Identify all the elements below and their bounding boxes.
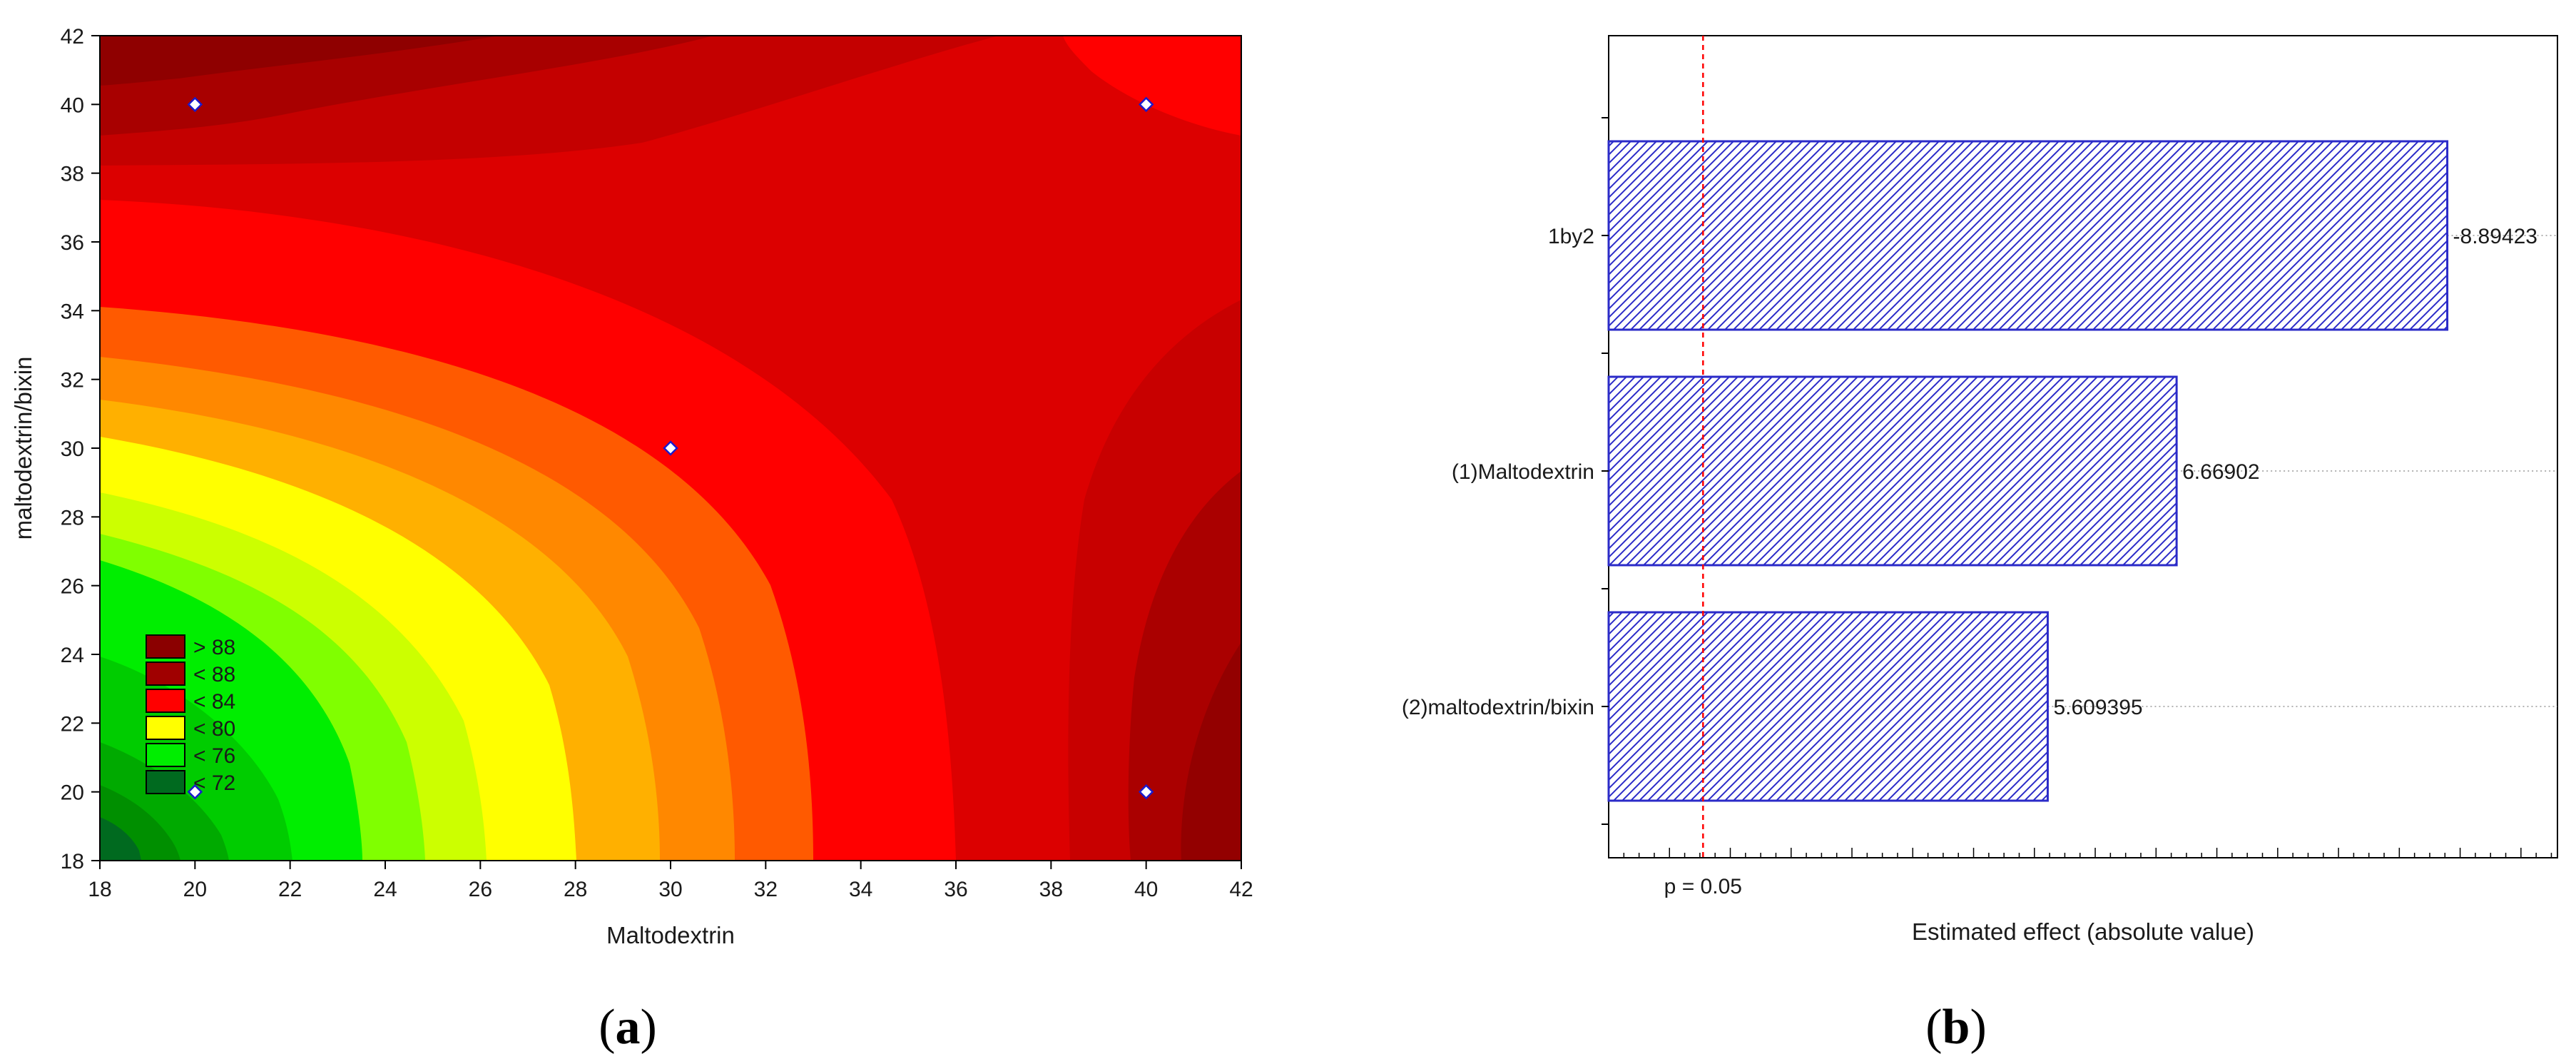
legend-label: < 88 [193,663,235,686]
value-label: -8.89423 [2453,225,2537,248]
y-axis-ticks [1602,117,1609,825]
y-tick-label: 42 [61,25,84,49]
x-tick-label: 20 [183,878,207,901]
y-tick-label: 38 [61,163,84,186]
y-tick-label: 34 [61,300,84,323]
x-tick-label: 22 [278,878,302,901]
x-tick-label: 30 [658,878,682,901]
reference-line: p = 0.05 [1664,36,1742,898]
contour-region-top-right [1063,36,1241,136]
category-label: 1by2 [1548,225,1594,248]
legend-label: < 76 [193,744,235,768]
design-points [187,96,1154,800]
legend-swatch [146,689,185,713]
contour-plot-area [100,36,1241,861]
x-tick-label: 24 [373,878,397,901]
y-tick-label: 18 [61,850,84,873]
x-tick-label: 38 [1039,878,1063,901]
x-axis-label: Estimated effect (absolute value) [1912,918,2254,945]
x-tick-label: 40 [1134,878,1158,901]
y-tick-label: 36 [61,231,84,255]
effect-bar [1607,375,2178,567]
y-tick-label: 40 [61,93,84,117]
design-point-marker [1138,96,1154,113]
x-tick-label: 28 [564,878,587,901]
design-point-marker [187,784,203,800]
design-point-marker [663,440,678,456]
x-axis-ticks: 18 20 22 24 26 28 30 32 34 36 38 40 42 [88,861,1253,901]
x-axis-ticks [1608,848,2552,858]
legend-label: > 88 [193,636,235,659]
y-tick-label: 26 [61,575,84,599]
x-tick-label: 34 [849,878,872,901]
legend-swatch [146,716,185,740]
contour-region-green-darkest [100,817,141,861]
value-label: 5.609395 [2053,696,2142,719]
legend-swatch [146,662,185,686]
panel-label-a: (a) [599,1000,657,1055]
x-tick-label: 42 [1229,878,1253,901]
y-tick-label: 22 [61,712,84,736]
legend-swatch [146,634,185,659]
y-tick-label: 30 [61,437,84,461]
y-axis-label: maltodextrin/bixin [10,357,36,540]
x-tick-label: 36 [944,878,967,901]
legend-swatch [146,743,185,767]
y-tick-label: 24 [61,644,84,667]
y-tick-label: 20 [61,781,84,805]
y-axis-ticks: 18 20 22 24 26 28 30 32 34 36 38 40 42 [61,25,100,873]
effect-bar [1607,140,2449,331]
panel-label-b: (b) [1925,1000,1987,1055]
legend: > 88 < 88 < 84 < 80 < 76 < 72 [146,634,235,795]
value-label: 6.66902 [2182,460,2259,484]
design-point-marker [1138,784,1154,800]
bars: 1by2 -8.89423 (1)Maltodextrin 6.66902 (2)mal… [1402,140,2557,802]
legend-label: < 84 [193,690,235,714]
category-label: (1)Maltodextrin [1452,460,1594,484]
significance-label: p = 0.05 [1664,875,1742,898]
x-axis-label: Maltodextrin [606,922,735,948]
legend-label: < 72 [193,771,235,795]
y-tick-label: 28 [61,506,84,530]
legend-swatch [146,770,185,794]
pareto-panel: 1by2 -8.89423 (1)Maltodextrin 6.66902 (2)mal… [1402,35,2558,1055]
design-point-marker [187,96,203,113]
contour-region-right-darkest [1181,642,1241,861]
contour-panel: 18 20 22 24 26 28 30 32 34 36 38 40 42 18 20 22 24 26 28 3… [10,25,1253,1055]
effect-bar [1607,611,2049,802]
category-label: (2)maltodextrin/bixin [1402,696,1594,719]
x-tick-label: 26 [469,878,492,901]
x-tick-label: 32 [754,878,778,901]
legend-label: < 80 [193,717,235,741]
x-tick-label: 18 [88,878,111,901]
y-tick-label: 32 [61,369,84,392]
contour-region-top-darkest [100,36,499,86]
